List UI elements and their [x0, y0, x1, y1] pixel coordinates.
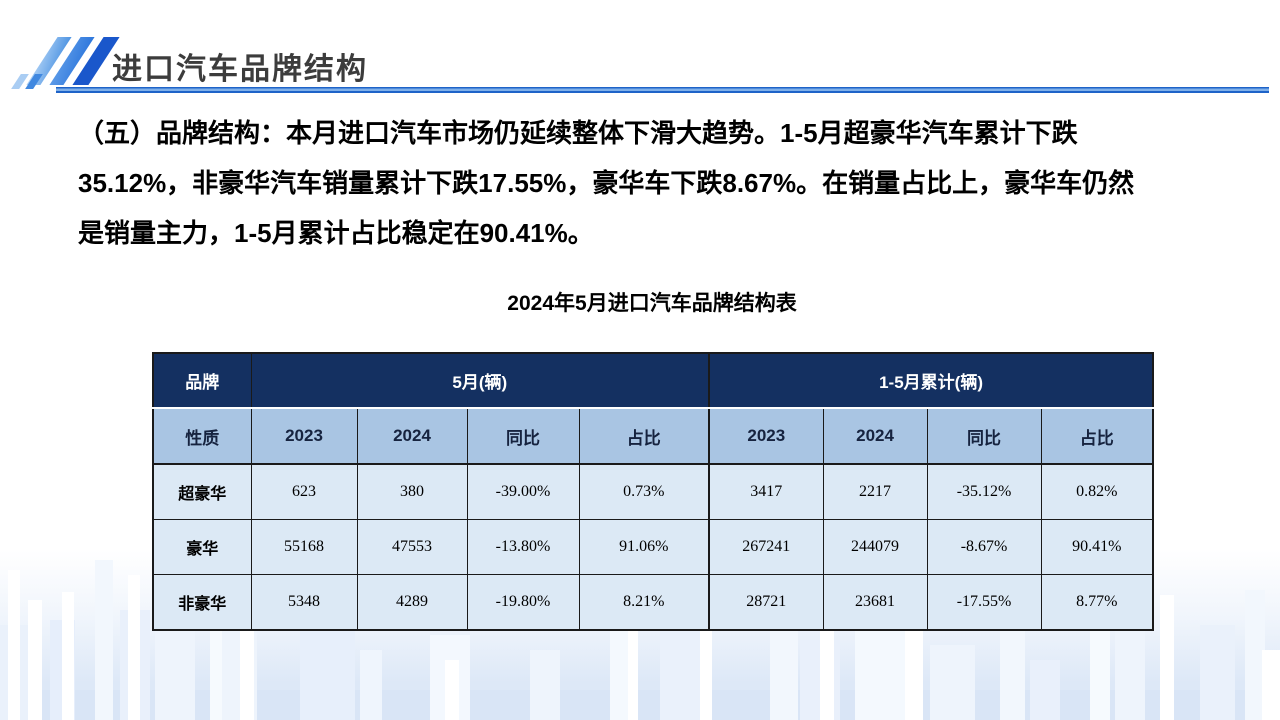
- skyline-building: [300, 625, 355, 720]
- skyline-building: [1000, 630, 1025, 720]
- data-cell: 0.82%: [1040, 463, 1154, 520]
- skyline-building: [1160, 595, 1174, 720]
- skyline-building: [155, 630, 195, 720]
- skyline-building: [95, 560, 113, 720]
- intro-line: 35.12%，非豪华汽车销量累计下跌17.55%，豪华车下跌8.67%。在销量占…: [78, 168, 1135, 198]
- data-cell: -19.80%: [466, 574, 580, 631]
- data-cell: 28721: [708, 574, 824, 631]
- skyline-building: [820, 615, 834, 720]
- column-header: 占比: [1040, 407, 1154, 465]
- column-header: 2024: [356, 407, 468, 465]
- table-header-row-columns: 性质 2023 2024 同比 占比 2023 2024 同比 占比: [152, 407, 1154, 465]
- data-cell: 5348: [250, 574, 358, 631]
- data-cell: 23681: [822, 574, 928, 631]
- header-divider: [56, 87, 1269, 93]
- group-header-cumulative: 1-5月累计(辆): [708, 352, 1154, 409]
- column-header: 同比: [926, 407, 1042, 465]
- skyline-building: [128, 575, 140, 720]
- table-header-row-groups: 品牌 5月(辆) 1-5月累计(辆): [152, 352, 1154, 409]
- skyline-building: [660, 625, 705, 720]
- column-header: 2024: [822, 407, 928, 465]
- row-label: 非豪华: [152, 574, 252, 631]
- column-header: 2023: [250, 407, 358, 465]
- data-cell: 2217: [822, 463, 928, 520]
- data-cell: 8.21%: [578, 574, 710, 631]
- skyline-building: [1200, 625, 1235, 720]
- data-cell: 3417: [708, 463, 824, 520]
- data-cell: -39.00%: [466, 463, 580, 520]
- data-cell: 8.77%: [1040, 574, 1154, 631]
- data-cell: -8.67%: [926, 519, 1042, 575]
- data-cell: 244079: [822, 519, 928, 575]
- skyline-building: [530, 650, 560, 720]
- column-header: 2023: [708, 407, 824, 465]
- column-header: 占比: [578, 407, 710, 465]
- skyline-building: [28, 600, 42, 720]
- group-header-may: 5月(辆): [250, 352, 710, 409]
- skyline-building: [8, 570, 20, 720]
- skyline-building: [930, 645, 975, 720]
- corner-cell-brand: 品牌: [152, 352, 252, 409]
- corner-cell-type: 性质: [152, 407, 252, 465]
- row-label: 豪华: [152, 519, 252, 575]
- table-row: 豪华 55168 47553 -13.80% 91.06% 267241 244079 -8.…: [152, 519, 1154, 575]
- table-row: 超豪华 623 380 -39.00% 0.73% 3417 2217 -35.12% 0.82…: [152, 463, 1154, 520]
- data-cell: 0.73%: [578, 463, 710, 520]
- skyline-building: [1262, 650, 1280, 720]
- data-cell: -13.80%: [466, 519, 580, 575]
- intro-line: （五）品牌结构：本月进口汽车市场仍延续整体下滑大趋势。1-5月超豪华汽车累计下跌: [78, 118, 1078, 148]
- data-cell: -35.12%: [926, 463, 1042, 520]
- table-body: 超豪华 623 380 -39.00% 0.73% 3417 2217 -35.12% 0.82…: [152, 463, 1154, 631]
- row-label: 超豪华: [152, 463, 252, 520]
- data-cell: 623: [250, 463, 358, 520]
- column-header: 同比: [466, 407, 580, 465]
- data-cell: -17.55%: [926, 574, 1042, 631]
- skyline-building: [628, 575, 638, 720]
- data-cell: 380: [356, 463, 468, 520]
- skyline-building: [1090, 610, 1110, 720]
- skyline-building: [360, 650, 382, 720]
- data-cell: 91.06%: [578, 519, 710, 575]
- skyline-building: [1245, 590, 1265, 720]
- intro-paragraph: （五）品牌结构：本月进口汽车市场仍延续整体下滑大趋势。1-5月超豪华汽车累计下跌…: [78, 108, 1208, 258]
- skyline-building: [62, 592, 74, 720]
- table-title: 2024年5月进口汽车品牌结构表: [507, 292, 797, 315]
- skyline-building: [445, 660, 459, 720]
- data-cell: 55168: [250, 519, 358, 575]
- data-cell: 47553: [356, 519, 468, 575]
- page-title: 进口汽车品牌结构: [112, 53, 368, 86]
- intro-line: 是销量主力，1-5月累计占比稳定在90.41%。: [78, 218, 594, 248]
- data-cell: 267241: [708, 519, 824, 575]
- table-row: 非豪华 5348 4289 -19.80% 8.21% 28721 23681 -17.55%…: [152, 574, 1154, 631]
- skyline-building: [1030, 660, 1060, 720]
- data-cell: 90.41%: [1040, 519, 1154, 575]
- data-cell: 4289: [356, 574, 468, 631]
- brand-structure-table: 品牌 5月(辆) 1-5月累计(辆) 性质 2023 2024 同比 占比 20…: [152, 352, 1155, 631]
